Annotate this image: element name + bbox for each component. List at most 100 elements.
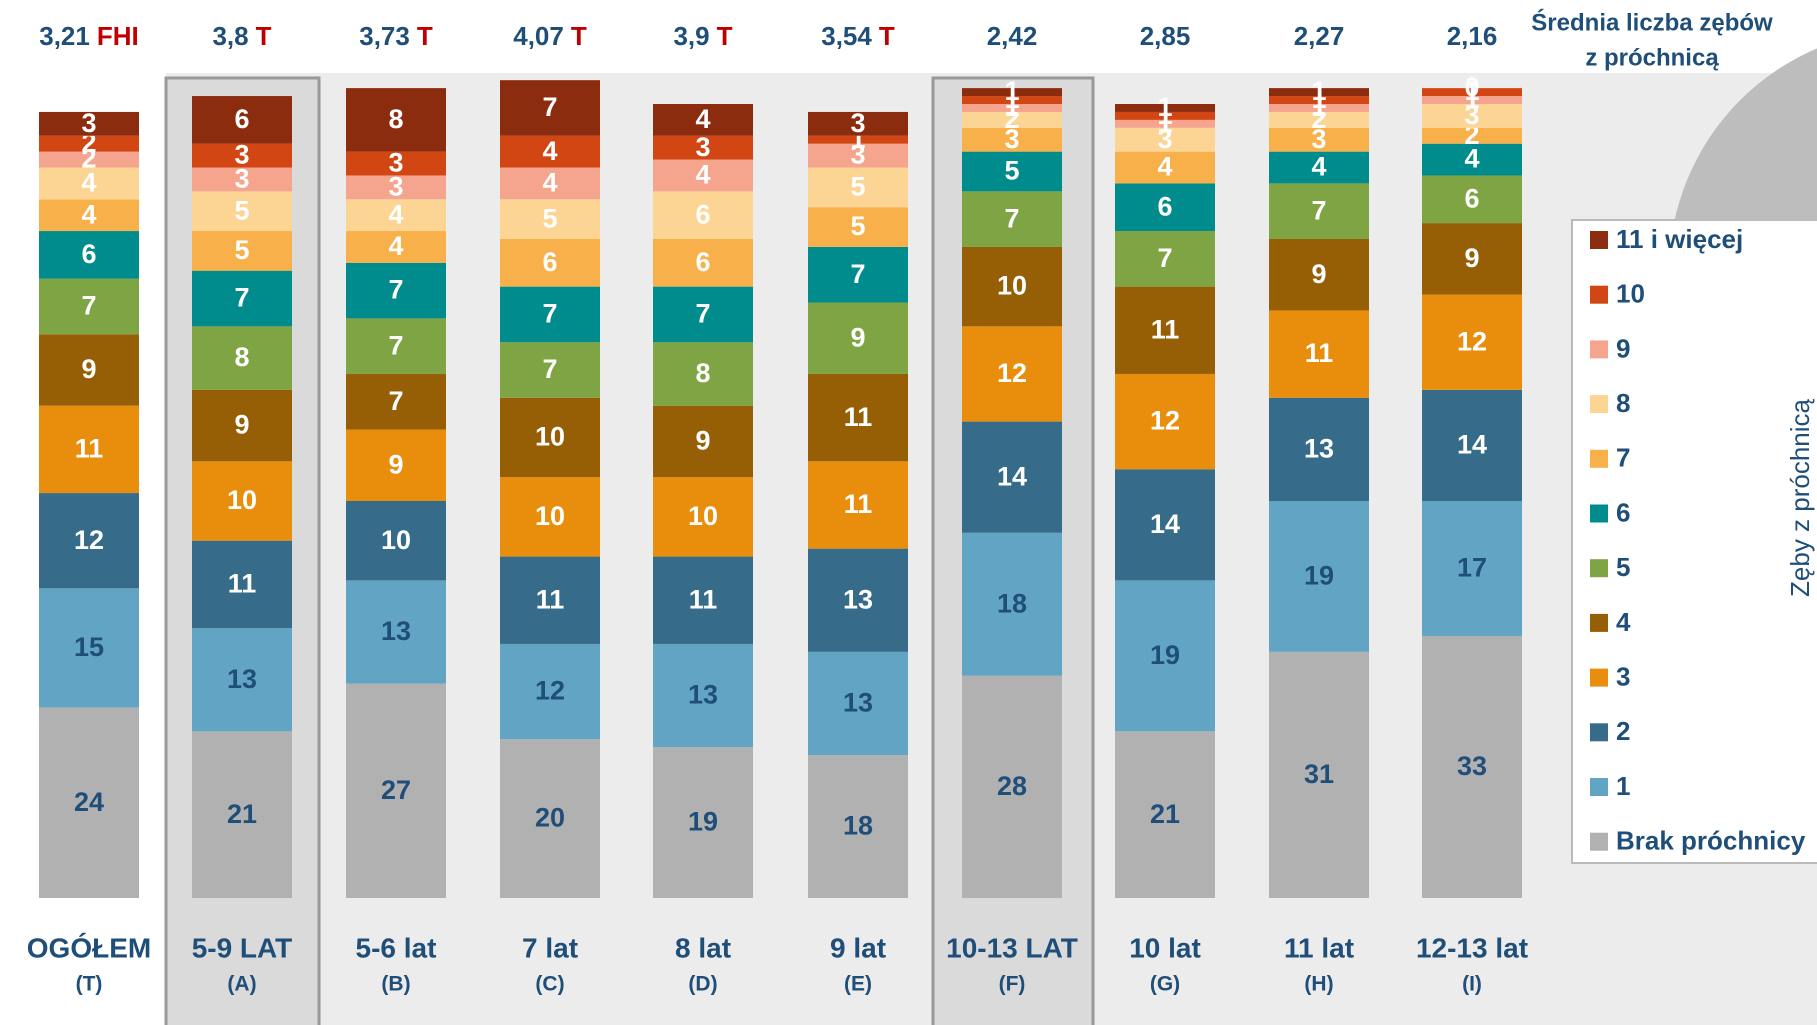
bar-segment (500, 643, 600, 740)
segment-label: 19 (1304, 561, 1334, 591)
segment-label: 1 (1464, 76, 1479, 106)
category-label: 11 lat (1284, 932, 1354, 963)
mean-label: 3,21 FHI (39, 21, 139, 51)
segment-label: 1 (1311, 76, 1326, 106)
bar-segment (500, 477, 600, 557)
bar-segment (653, 104, 753, 136)
mean-value: 2,16 (1447, 21, 1498, 51)
bar-segment (1269, 397, 1369, 501)
category-code: (D) (688, 973, 717, 996)
bar-segment (962, 246, 1062, 327)
legend-swatch (1590, 340, 1608, 359)
segment-label: 13 (381, 616, 411, 646)
category-code: (A) (227, 973, 256, 996)
segment-label: 13 (843, 584, 873, 614)
segment-label: 7 (1004, 203, 1019, 233)
bar-segment (1269, 183, 1369, 239)
segment-label: 12 (1457, 326, 1487, 356)
segment-label: 9 (81, 354, 96, 384)
bar-segment (1269, 651, 1369, 898)
bar-segment (962, 191, 1062, 247)
mean-value: 3,21 (39, 21, 90, 51)
segment-label: 19 (1150, 640, 1180, 670)
mean-value: 3,9 (673, 21, 709, 51)
segment-label: 3 (1311, 124, 1326, 154)
bar-segment (192, 270, 292, 327)
category-code: (E) (844, 973, 872, 996)
bar-segment (962, 532, 1062, 676)
bar-segment (653, 135, 753, 160)
segment-label: 14 (997, 461, 1027, 491)
mean-value: 4,07 (513, 21, 564, 51)
bar-segment (346, 429, 446, 501)
segment-label: 31 (1304, 759, 1334, 789)
bar-segment (39, 334, 139, 406)
segment-label: 4 (542, 168, 557, 198)
bar-segment (346, 88, 446, 152)
mean-value: 3,8 (212, 21, 248, 51)
segment-label: 4 (1464, 144, 1479, 174)
mean-value: 3,73 (359, 21, 410, 51)
bar-segment (1422, 88, 1522, 97)
bar-segment (962, 151, 1062, 192)
segment-label: 15 (74, 632, 104, 662)
bar-segment (653, 238, 753, 287)
bar-segment (39, 278, 139, 335)
segment-label: 9 (850, 322, 865, 352)
bar-segment (1115, 580, 1215, 732)
bar-segment (500, 199, 600, 239)
bar-segment (192, 731, 292, 898)
segment-label: 7 (1157, 243, 1172, 273)
segment-label: 10 (381, 525, 411, 555)
bar-segment (653, 342, 753, 406)
category-label: 9 lat (830, 932, 886, 963)
category-code: (H) (1304, 973, 1333, 996)
segment-label: 7 (1311, 195, 1326, 225)
segment-label: 9 (695, 426, 710, 456)
mean-value: 2,27 (1294, 21, 1345, 51)
segment-label: 33 (1457, 751, 1487, 781)
bar-segment (808, 246, 908, 303)
segment-label: 6 (542, 247, 557, 277)
bar-segment (808, 461, 908, 549)
bar-segment (39, 135, 139, 152)
segment-label: 6 (1157, 191, 1172, 221)
segment-label: 11 (844, 489, 873, 519)
legend-swatch (1590, 395, 1608, 414)
legend-swatch (1590, 613, 1608, 632)
bar-segment (1422, 501, 1522, 636)
segment-label: 11 (689, 584, 718, 614)
segment-label: 12 (1150, 406, 1180, 436)
bar-segment (192, 326, 292, 390)
bar-segment (39, 151, 139, 168)
mean-title: z próchnicą (1585, 44, 1719, 71)
bar-segment (346, 175, 446, 200)
segment-label: 19 (688, 807, 718, 837)
bar-segment (39, 231, 139, 279)
bar-segment (39, 588, 139, 708)
mean-label: 2,27 (1294, 21, 1345, 51)
bar-segment (192, 167, 292, 192)
segment-label: 5 (850, 171, 865, 201)
bar-segment (653, 159, 753, 192)
segment-label: 24 (74, 787, 104, 817)
category-label: 8 lat (675, 932, 731, 963)
bar-segment (1269, 238, 1369, 311)
bar-segment (808, 302, 908, 374)
bar-segment (1269, 310, 1369, 398)
legend-swatch (1590, 723, 1608, 742)
bar-segment (346, 373, 446, 430)
bar-segment (808, 755, 908, 898)
bar-segment (192, 191, 292, 232)
mean-marker: FHI (97, 21, 139, 51)
segment-label: 18 (843, 811, 873, 841)
segment-label: 4 (1157, 152, 1172, 182)
segment-label: 3 (81, 108, 96, 138)
bar-segment (1115, 231, 1215, 287)
legend-label: 5 (1616, 552, 1630, 582)
segment-label: 10 (227, 485, 257, 515)
mean-value: 2,85 (1140, 21, 1191, 51)
mean-value: 3,54 (821, 21, 872, 51)
segment-label: 1 (1004, 76, 1019, 106)
